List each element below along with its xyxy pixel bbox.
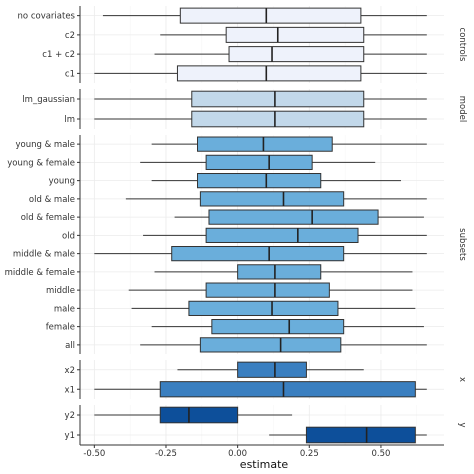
- box-c1-c2: [154, 46, 427, 63]
- box-body: [159, 381, 416, 398]
- y-tick-label: x1: [65, 385, 75, 395]
- y-tick-label: lm: [64, 115, 75, 125]
- box-y2: [94, 406, 293, 424]
- x-tick-label: 0.25: [300, 449, 319, 459]
- box-body: [179, 7, 362, 24]
- y-tick-label: middle: [46, 286, 75, 296]
- panel-layer: no covariates c2 c1 + c2 c1 controls lm_gauss…: [5, 6, 467, 445]
- y-tick-label: c1: [65, 69, 75, 79]
- x-tick-label: -0.25: [155, 449, 177, 459]
- box-body: [205, 227, 359, 243]
- box-lm: [94, 110, 427, 128]
- box-c2: [160, 26, 427, 43]
- box-x1: [94, 381, 427, 398]
- y-tick-label: c2: [65, 31, 75, 41]
- y-tick-label: young: [49, 177, 75, 187]
- facet-strip-label: controls: [457, 28, 467, 62]
- box-body: [159, 406, 239, 424]
- box-young: [151, 173, 402, 189]
- y-tick-label: x2: [65, 366, 75, 376]
- y-tick-label: lm_gaussian: [22, 95, 75, 105]
- box-old: [143, 227, 427, 243]
- facet-strip-label: y: [457, 422, 467, 427]
- box-body: [199, 337, 342, 353]
- box-body: [208, 209, 379, 225]
- box-male: [131, 300, 416, 316]
- box-young-female: [140, 154, 376, 170]
- x-tick-label: 0.00: [228, 449, 247, 459]
- box-body: [188, 300, 339, 316]
- facet-strip-label: model: [457, 96, 467, 122]
- box-body: [197, 136, 333, 152]
- y-tick-label: y1: [65, 431, 75, 441]
- box-body: [228, 46, 365, 63]
- box-body: [237, 361, 307, 378]
- x-tick-label: 0.50: [371, 449, 390, 459]
- box-middle: [128, 282, 413, 298]
- box-old-male: [125, 191, 427, 207]
- facet-strip-label: subsets: [457, 228, 467, 261]
- y-tick-label: young & male: [15, 140, 75, 150]
- box-body: [176, 65, 362, 82]
- x-tick-label: -0.50: [83, 449, 105, 459]
- y-tick-label: no covariates: [18, 12, 76, 22]
- y-tick-label: old: [62, 231, 75, 241]
- box-body: [191, 110, 365, 128]
- y-tick-label: middle & male: [13, 250, 75, 260]
- y-tick-label: young & female: [7, 158, 75, 168]
- box-body: [171, 246, 345, 262]
- x-axis: -0.50 -0.25 0.00 0.25 0.50: [80, 444, 444, 459]
- box-young-male: [151, 136, 427, 152]
- box-body: [237, 264, 322, 280]
- facet-strip-label: x: [457, 377, 467, 382]
- box-lm-gaussian: [94, 90, 427, 108]
- box-c1: [94, 65, 427, 82]
- box-female: [151, 319, 424, 335]
- box-body: [199, 191, 345, 207]
- box-body: [211, 319, 345, 335]
- box-x2: [177, 361, 364, 378]
- y-tick-label: female: [46, 323, 75, 333]
- box-middle-female: [154, 264, 413, 280]
- y-tick-label: old & female: [21, 213, 75, 223]
- box-old-female: [174, 209, 424, 225]
- y-tick-label: c1 + c2: [42, 50, 75, 60]
- x-axis-title: estimate: [240, 458, 289, 471]
- box-no-covariates: [102, 7, 427, 24]
- y-tick-label: middle & female: [5, 268, 75, 278]
- box-body: [191, 90, 365, 108]
- box-body: [305, 426, 416, 444]
- box-body: [225, 26, 365, 43]
- box-all: [140, 337, 427, 353]
- y-tick-label: all: [65, 341, 75, 351]
- box-body: [205, 154, 313, 170]
- y-tick-label: old & male: [29, 195, 75, 205]
- box-body: [205, 282, 330, 298]
- box-body: [197, 173, 322, 189]
- box-middle-male: [94, 246, 427, 262]
- box-y1: [269, 426, 427, 444]
- y-tick-label: y2: [65, 411, 75, 421]
- y-tick-label: male: [54, 304, 75, 314]
